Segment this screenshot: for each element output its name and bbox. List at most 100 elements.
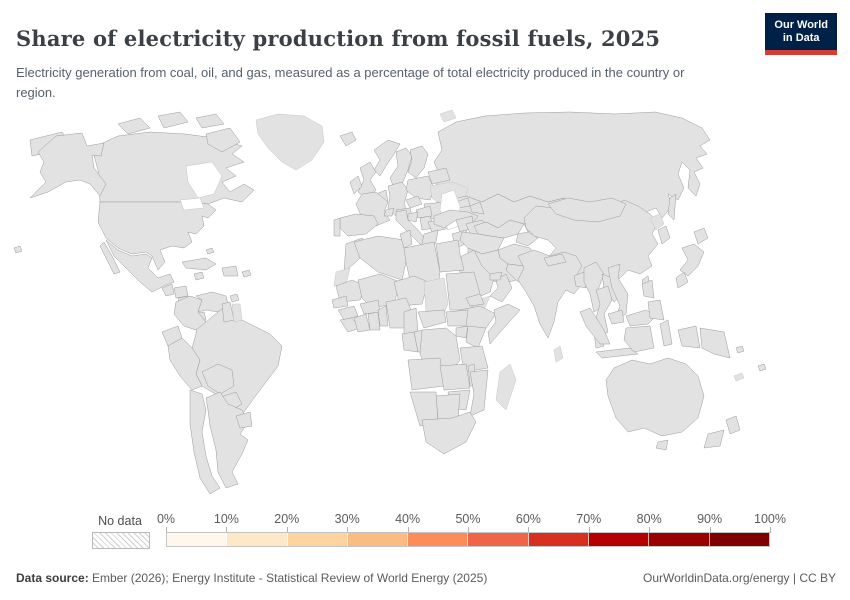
country-fiji[interactable]: [757, 363, 767, 372]
country-indonesia-java[interactable]: [595, 347, 639, 359]
country-canada-arctic-1[interactable]: [117, 117, 151, 135]
country-algeria[interactable]: [353, 235, 407, 281]
country-jamaica[interactable]: [193, 271, 205, 281]
country-belarus[interactable]: [427, 167, 451, 185]
country-puerto-rico[interactable]: [241, 269, 252, 278]
country-tanzania[interactable]: [459, 345, 489, 373]
country-south-sudan[interactable]: [445, 309, 469, 327]
country-burkina-faso[interactable]: [359, 299, 381, 315]
country-cambodia[interactable]: [607, 309, 625, 325]
country-new-zealand-north[interactable]: [725, 415, 741, 435]
country-south-korea[interactable]: [657, 225, 671, 245]
country-indonesia-kalimantan[interactable]: [623, 325, 655, 353]
country-uganda[interactable]: [455, 325, 469, 339]
country-eritrea[interactable]: [465, 293, 485, 307]
country-suriname[interactable]: [231, 303, 243, 323]
country-canada-baffin[interactable]: [205, 127, 241, 153]
country-canada-arctic-2[interactable]: [157, 111, 189, 129]
country-mexico-baja[interactable]: [99, 241, 121, 275]
country-philippines-luzon[interactable]: [641, 279, 655, 299]
country-mongolia[interactable]: [547, 197, 627, 223]
country-spain[interactable]: [339, 213, 379, 237]
country-chile[interactable]: [189, 389, 221, 495]
legend-segment-50%[interactable]: [468, 533, 529, 546]
country-uae[interactable]: [489, 271, 503, 281]
country-nepal[interactable]: [543, 253, 567, 267]
country-portugal[interactable]: [333, 217, 341, 237]
country-chad[interactable]: [423, 277, 449, 319]
country-peru[interactable]: [167, 337, 203, 391]
legend-no-data-swatch[interactable]: [92, 532, 150, 549]
country-south-africa[interactable]: [421, 411, 477, 455]
country-svalbard[interactable]: [439, 109, 457, 123]
country-venezuela[interactable]: [195, 291, 229, 313]
country-indonesia-sulawesi[interactable]: [659, 319, 673, 347]
country-solomon-islands[interactable]: [735, 345, 745, 354]
country-czechia[interactable]: [405, 195, 423, 209]
country-new-caledonia[interactable]: [733, 372, 745, 382]
country-cameroon[interactable]: [403, 307, 419, 335]
country-canada-arctic-3[interactable]: [195, 113, 225, 129]
legend-segment-80%[interactable]: [649, 533, 710, 546]
country-indonesia-papua[interactable]: [677, 325, 701, 349]
country-benin[interactable]: [377, 305, 389, 327]
country-croatia[interactable]: [407, 211, 419, 223]
country-azerbaijan[interactable]: [469, 201, 485, 215]
country-guinea[interactable]: [337, 305, 359, 321]
owid-logo[interactable]: Our World in Data: [765, 13, 837, 56]
country-australia-tasmania[interactable]: [655, 439, 669, 451]
country-north-korea[interactable]: [649, 213, 665, 231]
country-japan-kyushu[interactable]: [675, 271, 689, 289]
country-mozambique[interactable]: [469, 369, 489, 417]
legend-colorbar[interactable]: [166, 532, 770, 547]
country-indonesia-sumatra[interactable]: [579, 307, 611, 345]
country-japan-hokkaido[interactable]: [693, 227, 709, 245]
country-cuba[interactable]: [181, 257, 217, 271]
country-somalia[interactable]: [487, 303, 521, 345]
country-papua-new-guinea[interactable]: [699, 327, 731, 359]
country-saudi-arabia[interactable]: [457, 249, 495, 299]
country-botswana[interactable]: [435, 393, 461, 421]
legend-segment-70%[interactable]: [589, 533, 650, 546]
country-ireland[interactable]: [349, 175, 363, 195]
country-central-african-republic[interactable]: [417, 309, 447, 329]
legend-segment-20%[interactable]: [287, 533, 348, 546]
country-norway[interactable]: [373, 139, 401, 177]
country-switzerland[interactable]: [383, 207, 395, 217]
country-russia-sakhalin[interactable]: [667, 193, 677, 221]
country-tunisia[interactable]: [399, 229, 413, 249]
country-india[interactable]: [517, 249, 583, 339]
country-oman[interactable]: [489, 273, 513, 303]
legend-segment-60%[interactable]: [528, 533, 590, 546]
legend-segment-10%[interactable]: [227, 533, 288, 546]
country-kenya[interactable]: [465, 325, 487, 349]
country-madagascar[interactable]: [495, 363, 517, 411]
legend-segment-40%[interactable]: [408, 533, 469, 546]
country-guatemala[interactable]: [161, 283, 175, 297]
country-australia[interactable]: [605, 357, 705, 437]
country-sri-lanka[interactable]: [553, 345, 564, 363]
country-bangladesh[interactable]: [573, 271, 587, 289]
country-colombia[interactable]: [173, 295, 207, 331]
country-greenland[interactable]: [255, 113, 325, 171]
country-egypt[interactable]: [435, 239, 465, 273]
country-usa-alaska[interactable]: [29, 132, 107, 199]
country-new-zealand-south[interactable]: [703, 429, 725, 449]
country-philippines-mindanao[interactable]: [647, 299, 665, 321]
country-united-kingdom[interactable]: [357, 161, 377, 199]
legend-segment-30%[interactable]: [347, 533, 409, 546]
country-poland[interactable]: [405, 175, 435, 201]
country-zambia[interactable]: [439, 363, 471, 391]
country-mexico[interactable]: [105, 239, 175, 293]
country-ghana[interactable]: [367, 311, 381, 331]
country-vietnam[interactable]: [607, 263, 629, 323]
country-uruguay[interactable]: [235, 411, 253, 429]
country-tajikistan[interactable]: [515, 231, 539, 247]
country-finland[interactable]: [407, 145, 429, 179]
country-angola[interactable]: [407, 357, 445, 391]
country-usa[interactable]: [97, 201, 217, 271]
country-trinidad[interactable]: [229, 293, 240, 303]
country-senegal[interactable]: [331, 295, 349, 309]
country-bahamas[interactable]: [205, 247, 215, 255]
country-bolivia[interactable]: [201, 363, 235, 395]
